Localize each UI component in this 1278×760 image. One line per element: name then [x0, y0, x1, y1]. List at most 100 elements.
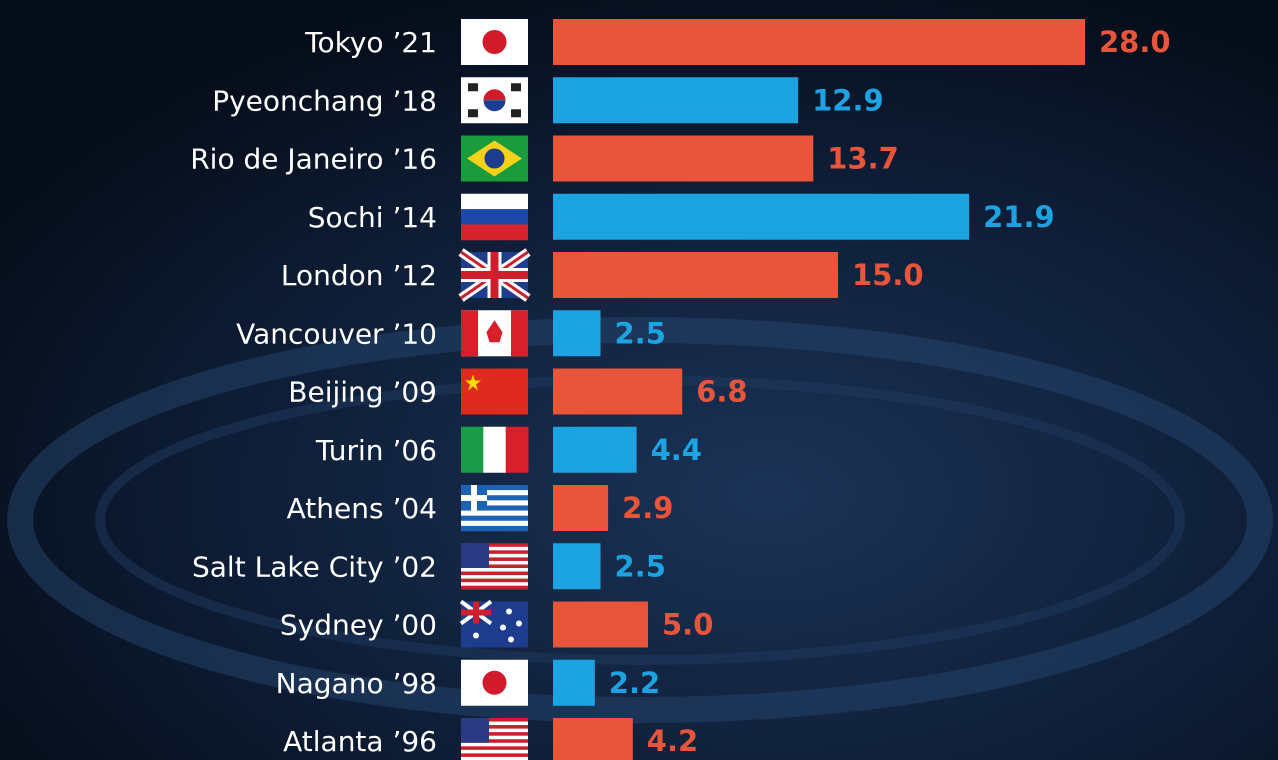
flag — [461, 426, 529, 473]
flag — [461, 193, 528, 241]
flag-stripe — [461, 739, 528, 744]
data-label: 4.4 — [651, 433, 702, 467]
data-label: 15.0 — [852, 258, 924, 292]
y-tick-label: Athens ’04 — [287, 492, 437, 525]
y-tick-label: Tokyo ’21 — [304, 26, 437, 59]
data-label: 2.9 — [622, 491, 673, 525]
flag-stripe — [461, 485, 528, 491]
flag-disc — [483, 89, 506, 101]
data-label: 12.9 — [812, 83, 884, 117]
flag — [461, 368, 528, 415]
flag-star — [506, 608, 512, 615]
flag-stripe — [461, 525, 528, 532]
y-tick-label: Sochi ’14 — [308, 201, 437, 234]
flag — [461, 77, 528, 124]
y-tick-label: London ’12 — [281, 259, 437, 292]
flag-stripe — [461, 505, 528, 511]
data-label: 2.5 — [615, 316, 666, 350]
flag-field — [461, 368, 528, 415]
flag-star — [508, 636, 514, 643]
flag-stripe — [461, 725, 528, 729]
flag-stripe — [461, 746, 528, 751]
y-tick-label: Beijing ’09 — [288, 376, 437, 409]
flag-stripe — [461, 721, 528, 726]
flag-star — [465, 374, 481, 391]
flag-stripe — [505, 426, 529, 473]
flag-bar — [511, 109, 521, 118]
data-label: 28.0 — [1099, 25, 1171, 59]
data-label: 6.8 — [696, 375, 747, 409]
flag-stripe — [461, 209, 528, 225]
flag — [461, 135, 528, 182]
flag-stripe — [461, 557, 528, 562]
flag — [461, 659, 528, 706]
bar — [553, 543, 601, 590]
flag-stripe — [461, 718, 528, 722]
flag-band — [461, 310, 478, 357]
flag-stripe — [461, 735, 528, 740]
flag-stripe — [461, 585, 528, 590]
bar — [553, 426, 637, 473]
y-tick-label: Rio de Janeiro ’16 — [190, 143, 437, 176]
flag-bar — [511, 83, 521, 92]
bar — [553, 368, 683, 415]
flag — [461, 543, 528, 590]
bar — [553, 659, 595, 706]
flag-stripe — [461, 560, 528, 565]
y-tick-label: Vancouver ’10 — [236, 317, 437, 350]
flag-stripe — [461, 742, 528, 747]
flag-stripe — [461, 546, 528, 551]
flag-stripe — [461, 520, 528, 527]
flag — [461, 19, 528, 65]
flag-stripe — [461, 732, 528, 736]
y-tick-label: Sydney ’00 — [280, 609, 437, 642]
data-label: 21.9 — [983, 200, 1055, 234]
flag-cross — [461, 609, 491, 616]
flag-bar — [468, 109, 478, 118]
flag-stripe — [461, 571, 528, 576]
flag-disc — [482, 30, 507, 54]
data-label: 2.2 — [609, 666, 660, 700]
bar — [553, 310, 601, 357]
flag-stripe — [461, 495, 528, 501]
bar — [553, 19, 1085, 65]
y-tick-label: Nagano ’98 — [276, 667, 437, 700]
bar — [553, 135, 814, 182]
flag — [461, 718, 528, 760]
flag-stripe — [461, 550, 528, 555]
flag-stripe — [461, 224, 528, 241]
flag-star — [473, 632, 479, 639]
data-label: 2.5 — [615, 549, 666, 583]
bar — [553, 718, 633, 760]
flag-stripe — [483, 426, 507, 473]
data-label: 4.2 — [647, 724, 698, 758]
bar — [553, 601, 648, 648]
flag-stripe — [461, 490, 528, 496]
flag — [461, 310, 528, 357]
flag-stripe — [461, 756, 528, 760]
flag-leaf — [486, 320, 503, 343]
flag-stripe — [461, 578, 528, 583]
flag-canton — [461, 718, 489, 743]
flag-band — [511, 310, 528, 357]
data-label: 13.7 — [827, 142, 899, 176]
flag-bar — [468, 83, 478, 92]
flag-canton — [461, 543, 489, 569]
flag-stripe — [461, 568, 528, 572]
y-tick-label: Atlanta ’96 — [283, 725, 437, 758]
flag-star — [500, 624, 506, 631]
flag-disc — [484, 148, 505, 169]
y-tick-label: Pyeonchang ’18 — [212, 84, 437, 117]
bar — [553, 252, 838, 298]
flag-stripe — [461, 749, 528, 754]
flag-stripe — [461, 193, 528, 210]
data-label: 5.0 — [662, 608, 713, 642]
flag-stripe — [461, 515, 528, 522]
flag-stripe — [461, 728, 528, 733]
flag — [461, 485, 528, 532]
flag-stripe — [461, 575, 528, 579]
bar — [553, 485, 609, 531]
flag-disc — [482, 670, 507, 695]
